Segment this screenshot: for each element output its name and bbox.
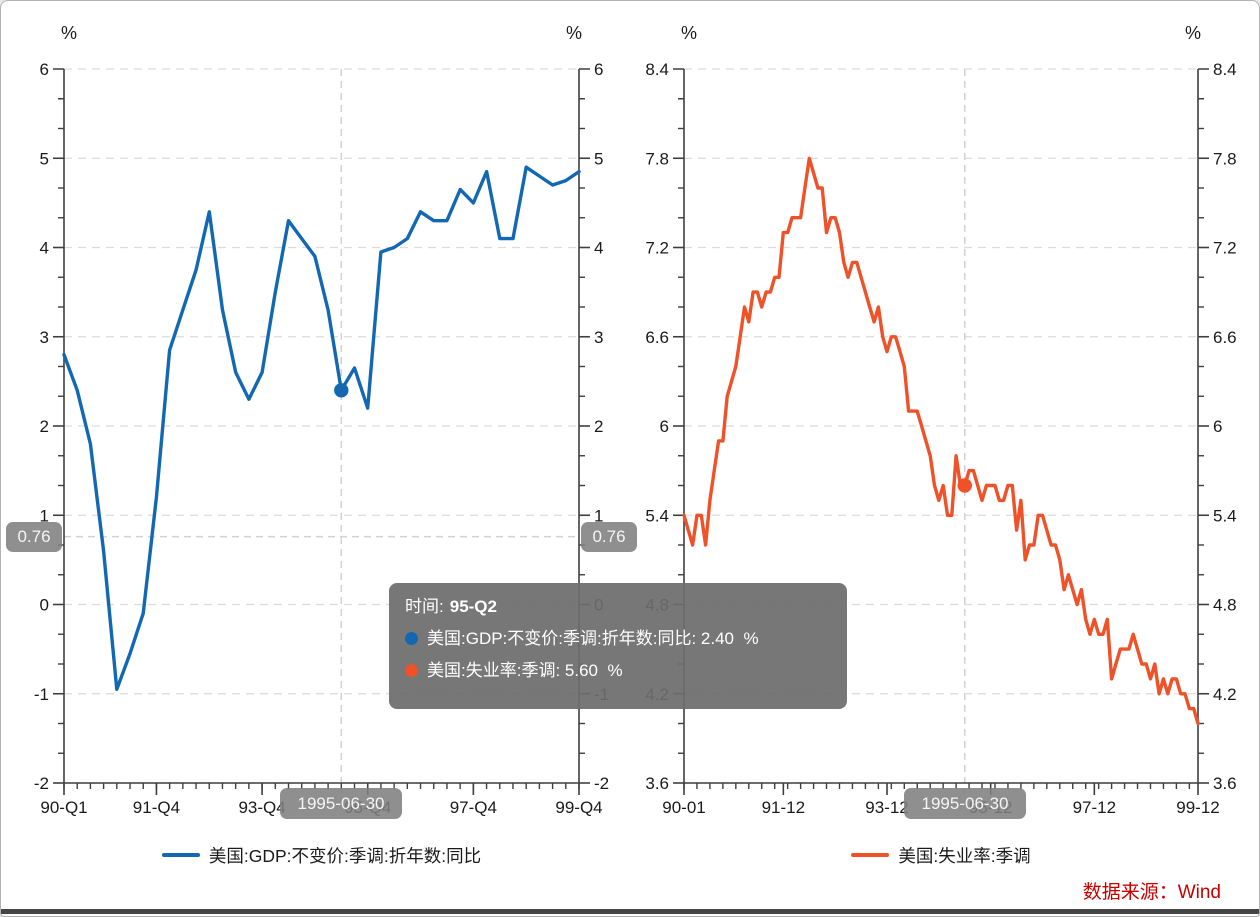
svg-text:97-12: 97-12 xyxy=(1073,798,1116,817)
svg-text:91-12: 91-12 xyxy=(762,798,805,817)
x-crosshair-date: 1995-06-30 xyxy=(297,793,385,813)
svg-text:7.2: 7.2 xyxy=(645,239,669,258)
tooltip-series-value: 5.60 xyxy=(564,661,598,680)
tooltip-series-label: 美国:失业率:季调: xyxy=(427,661,561,680)
tooltip-series-value: 2.40 xyxy=(700,629,735,648)
tooltip-series-row: 美国:GDP:不变价:季调:折年数:同比: 2.40 % xyxy=(405,630,831,647)
unemployment-legend-label: 美国:失业率:季调 xyxy=(898,845,1031,866)
gdp-legend-label: 美国:GDP:不变价:季调:折年数:同比 xyxy=(208,845,482,866)
svg-text:8.4: 8.4 xyxy=(1213,60,1237,79)
gdp-legend[interactable]: 美国:GDP:不变价:季调:折年数:同比 xyxy=(64,842,579,868)
tooltip-time-value: 95-Q2 xyxy=(449,597,497,616)
unemployment-series-dot-icon xyxy=(405,664,418,677)
svg-text:7.8: 7.8 xyxy=(645,149,669,168)
y-crosshair-badge-left: 0.76 xyxy=(6,522,62,552)
y-crosshair-value: 0.76 xyxy=(17,527,51,546)
svg-text:4: 4 xyxy=(594,239,603,258)
svg-text:6: 6 xyxy=(594,60,603,79)
svg-text:1: 1 xyxy=(594,506,603,525)
x-crosshair-date: 1995-06-30 xyxy=(921,793,1009,813)
svg-text:1: 1 xyxy=(40,506,49,525)
svg-text:4: 4 xyxy=(40,239,49,258)
gdp-chart: 66554433221100-1-1-2-290-Q191-Q493-Q495-… xyxy=(34,23,609,817)
svg-text:91-Q4: 91-Q4 xyxy=(133,798,180,817)
x-crosshair-badge-gdp: 1995-06-30 xyxy=(280,788,402,819)
tooltip-time-row: 时间: 95-Q2 xyxy=(405,598,831,615)
svg-text:%: % xyxy=(566,23,582,43)
svg-text:%: % xyxy=(61,23,77,43)
tooltip-series-label: 美国:GDP:不变价:季调:折年数:同比: xyxy=(427,629,697,648)
svg-text:0: 0 xyxy=(40,596,49,615)
svg-text:5: 5 xyxy=(594,149,603,168)
svg-text:5.4: 5.4 xyxy=(1213,506,1237,525)
window-bottom-edge xyxy=(1,909,1259,914)
svg-text:7.8: 7.8 xyxy=(1213,149,1237,168)
tooltip-series-unit: % xyxy=(743,629,759,648)
svg-text:-2: -2 xyxy=(594,774,609,793)
svg-text:%: % xyxy=(681,23,697,43)
svg-text:7.2: 7.2 xyxy=(1213,239,1237,258)
svg-text:90-01: 90-01 xyxy=(662,798,705,817)
svg-text:99-12: 99-12 xyxy=(1176,798,1219,817)
y-crosshair-badge-right: 0.76 xyxy=(581,522,637,552)
unemployment-legend-line-icon xyxy=(851,853,890,857)
svg-text:3.6: 3.6 xyxy=(645,774,669,793)
svg-text:4.2: 4.2 xyxy=(1213,685,1237,704)
svg-text:-1: -1 xyxy=(34,685,49,704)
hover-tooltip: 时间: 95-Q2 美国:GDP:不变价:季调:折年数:同比: 2.40 % 美国… xyxy=(389,583,847,709)
svg-text:90-Q1: 90-Q1 xyxy=(40,798,87,817)
svg-text:6.6: 6.6 xyxy=(1213,328,1237,347)
svg-text:8.4: 8.4 xyxy=(645,60,669,79)
svg-text:-2: -2 xyxy=(34,774,49,793)
svg-text:99-Q4: 99-Q4 xyxy=(555,798,602,817)
svg-text:3.6: 3.6 xyxy=(1213,774,1237,793)
svg-text:3: 3 xyxy=(594,328,603,347)
tooltip-series-unit: % xyxy=(607,661,623,680)
y-crosshair-value: 0.76 xyxy=(592,527,626,546)
svg-text:6: 6 xyxy=(40,60,49,79)
svg-text:93-12: 93-12 xyxy=(865,798,908,817)
unemployment-legend[interactable]: 美国:失业率:季调 xyxy=(684,842,1198,868)
svg-text:2: 2 xyxy=(594,417,603,436)
svg-text:4.8: 4.8 xyxy=(1213,596,1237,615)
svg-text:5: 5 xyxy=(40,149,49,168)
data-source-note: 数据来源：Wind xyxy=(1082,882,1221,903)
gdp-legend-line-icon xyxy=(161,853,200,857)
svg-text:6.6: 6.6 xyxy=(645,328,669,347)
svg-text:93-Q4: 93-Q4 xyxy=(238,798,285,817)
svg-text:6: 6 xyxy=(1213,417,1222,436)
x-crosshair-badge-unemployment: 1995-06-30 xyxy=(904,788,1026,819)
unemployment-chart: 8.48.47.87.87.27.26.66.6665.45.44.84.84.… xyxy=(645,23,1236,817)
svg-text:6: 6 xyxy=(660,417,669,436)
svg-text:97-Q4: 97-Q4 xyxy=(450,798,497,817)
svg-text:3: 3 xyxy=(40,328,49,347)
tooltip-series-row: 美国:失业率:季调: 5.60 % xyxy=(405,662,831,679)
svg-text:%: % xyxy=(1185,23,1201,43)
svg-text:2: 2 xyxy=(40,417,49,436)
svg-text:5.4: 5.4 xyxy=(645,506,669,525)
gdp-series-dot-icon xyxy=(405,632,418,645)
tooltip-time-label: 时间: xyxy=(405,597,444,616)
